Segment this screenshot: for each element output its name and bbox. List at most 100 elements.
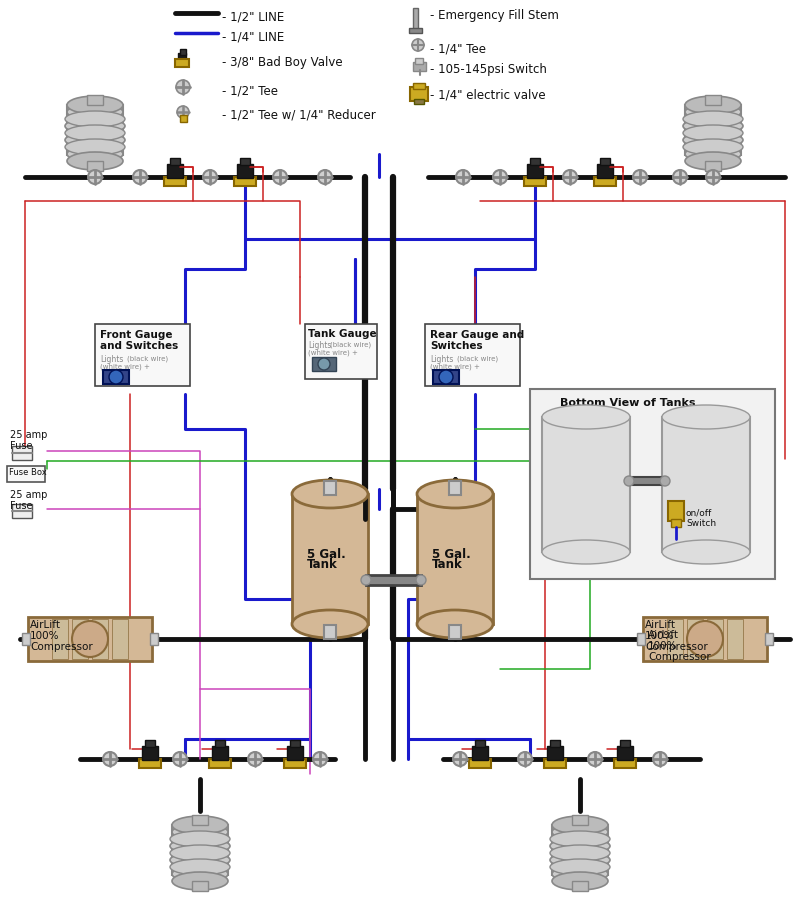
Ellipse shape [170, 852, 230, 868]
Bar [415, 59, 423, 65]
Text: Compressor: Compressor [648, 651, 711, 661]
Circle shape [687, 621, 723, 657]
Bar [237, 165, 253, 179]
Bar [413, 63, 426, 72]
Ellipse shape [170, 831, 230, 847]
Bar [472, 746, 488, 760]
Bar [572, 881, 588, 891]
Circle shape [248, 752, 262, 766]
Ellipse shape [685, 153, 741, 171]
Bar [139, 759, 161, 768]
Text: - 105-145psi Switch: - 105-145psi Switch [430, 63, 547, 76]
Bar [433, 370, 459, 385]
Ellipse shape [542, 405, 630, 430]
Text: AirLift: AirLift [30, 619, 61, 629]
Text: 5 Gal.: 5 Gal. [432, 547, 471, 561]
Circle shape [72, 621, 108, 657]
Ellipse shape [65, 112, 125, 128]
Ellipse shape [416, 575, 426, 585]
Bar [629, 478, 665, 486]
Bar [284, 759, 306, 768]
Text: Fuse: Fuse [10, 441, 32, 451]
Ellipse shape [550, 831, 610, 847]
Bar [92, 619, 108, 659]
Bar [572, 815, 588, 825]
Text: (black wire): (black wire) [330, 340, 371, 347]
Bar [705, 96, 721, 106]
Bar [414, 100, 424, 105]
Bar [22, 633, 30, 646]
Ellipse shape [660, 477, 670, 487]
Bar [544, 759, 566, 768]
Text: - 1/4" Tee: - 1/4" Tee [430, 42, 486, 55]
Ellipse shape [550, 859, 610, 875]
Circle shape [88, 171, 102, 185]
Text: - 3/8" Bad Boy Valve: - 3/8" Bad Boy Valve [222, 56, 343, 69]
Ellipse shape [550, 845, 610, 861]
Circle shape [103, 752, 117, 766]
Bar [671, 519, 681, 527]
Bar [292, 495, 368, 624]
Text: - 1/2" Tee: - 1/2" Tee [222, 84, 278, 97]
Circle shape [109, 370, 123, 385]
Bar [180, 50, 186, 56]
Text: AirLift: AirLift [648, 629, 679, 639]
Text: Front Gauge: Front Gauge [100, 330, 172, 340]
Bar [240, 159, 250, 166]
Bar [550, 740, 560, 747]
Circle shape [133, 171, 147, 185]
Bar [475, 740, 485, 747]
Ellipse shape [67, 147, 123, 163]
Text: (white wire) +: (white wire) + [308, 349, 358, 355]
Ellipse shape [624, 477, 634, 487]
Bar [707, 619, 723, 659]
Text: 100%: 100% [648, 640, 677, 650]
Bar [667, 619, 683, 659]
Ellipse shape [685, 97, 741, 115]
Text: Tank Gauge: Tank Gauge [308, 329, 377, 339]
Bar [112, 619, 128, 659]
Ellipse shape [170, 838, 230, 854]
Ellipse shape [683, 119, 743, 135]
Ellipse shape [361, 575, 371, 585]
Bar [103, 370, 129, 385]
Ellipse shape [170, 859, 230, 875]
Ellipse shape [552, 872, 608, 890]
Bar [530, 159, 540, 166]
Bar [527, 165, 543, 179]
Ellipse shape [170, 845, 230, 861]
Text: (black wire): (black wire) [127, 355, 168, 361]
Text: Fuse Box: Fuse Box [9, 468, 47, 477]
Ellipse shape [172, 872, 228, 890]
Bar [643, 618, 767, 661]
Bar [324, 625, 336, 639]
Bar [12, 505, 32, 518]
Ellipse shape [417, 480, 493, 508]
Bar [145, 740, 155, 747]
Ellipse shape [683, 126, 743, 142]
Bar [409, 29, 422, 34]
Text: 25 amp: 25 amp [10, 489, 48, 499]
Circle shape [518, 752, 532, 766]
Circle shape [563, 171, 577, 185]
Bar [7, 467, 45, 482]
Text: Compressor: Compressor [645, 641, 708, 651]
Bar [142, 746, 158, 760]
Circle shape [439, 370, 453, 385]
Bar [765, 633, 773, 646]
Circle shape [633, 171, 647, 185]
Bar [215, 740, 225, 747]
Bar [366, 575, 421, 585]
Circle shape [318, 171, 332, 185]
Circle shape [588, 752, 602, 766]
Ellipse shape [292, 610, 368, 638]
Ellipse shape [552, 816, 608, 834]
Text: - 1/2" Tee w/ 1/4" Reducer: - 1/2" Tee w/ 1/4" Reducer [222, 109, 376, 122]
Bar [67, 106, 123, 156]
Bar [72, 619, 88, 659]
Ellipse shape [417, 610, 493, 638]
Bar [449, 625, 461, 639]
Bar [178, 54, 186, 62]
Bar [175, 60, 189, 68]
Ellipse shape [685, 147, 741, 163]
